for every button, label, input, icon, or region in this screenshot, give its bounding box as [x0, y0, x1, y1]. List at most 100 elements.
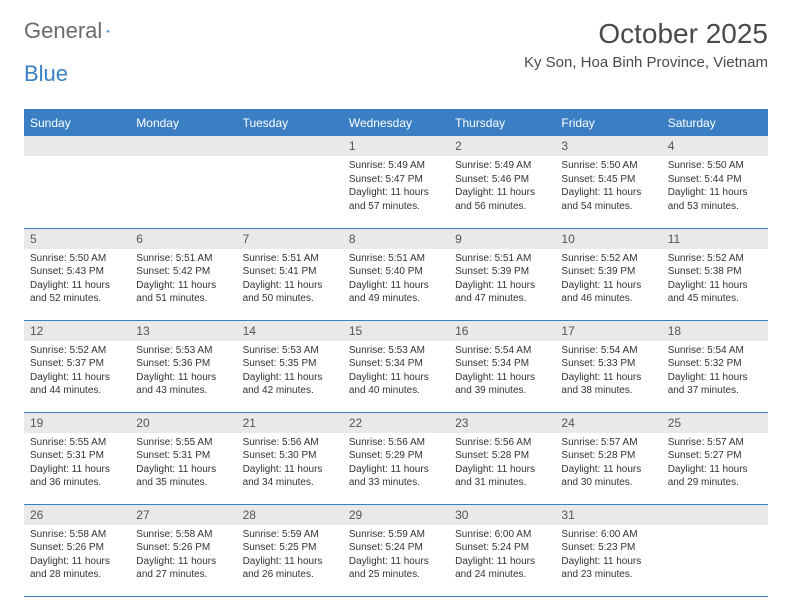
cell-body: Sunrise: 5:52 AMSunset: 5:37 PMDaylight:… — [24, 341, 130, 404]
daylight-line: Daylight: 11 hours and 42 minutes. — [243, 371, 337, 398]
sunset-line: Sunset: 5:44 PM — [668, 173, 762, 187]
sunrise-line: Sunrise: 5:52 AM — [30, 344, 124, 358]
calendar-cell: 11Sunrise: 5:52 AMSunset: 5:38 PMDayligh… — [662, 228, 768, 320]
sunrise-line: Sunrise: 6:00 AM — [455, 528, 549, 542]
cell-body: Sunrise: 5:51 AMSunset: 5:42 PMDaylight:… — [130, 249, 236, 312]
sunset-line: Sunset: 5:28 PM — [455, 449, 549, 463]
cell-body: Sunrise: 5:56 AMSunset: 5:28 PMDaylight:… — [449, 433, 555, 496]
day-number: 25 — [662, 413, 768, 433]
sunrise-line: Sunrise: 5:56 AM — [455, 436, 549, 450]
calendar-cell: 24Sunrise: 5:57 AMSunset: 5:28 PMDayligh… — [555, 412, 661, 504]
calendar-cell: 25Sunrise: 5:57 AMSunset: 5:27 PMDayligh… — [662, 412, 768, 504]
sunset-line: Sunset: 5:47 PM — [349, 173, 443, 187]
calendar-cell: 9Sunrise: 5:51 AMSunset: 5:39 PMDaylight… — [449, 228, 555, 320]
daylight-line: Daylight: 11 hours and 54 minutes. — [561, 186, 655, 213]
calendar-cell: 4Sunrise: 5:50 AMSunset: 5:44 PMDaylight… — [662, 136, 768, 228]
cell-body: Sunrise: 6:00 AMSunset: 5:24 PMDaylight:… — [449, 525, 555, 588]
cell-body: Sunrise: 5:54 AMSunset: 5:32 PMDaylight:… — [662, 341, 768, 404]
day-number: 1 — [343, 136, 449, 156]
sunrise-line: Sunrise: 5:50 AM — [30, 252, 124, 266]
calendar-cell: 6Sunrise: 5:51 AMSunset: 5:42 PMDaylight… — [130, 228, 236, 320]
day-number: 6 — [130, 229, 236, 249]
cell-body: Sunrise: 5:51 AMSunset: 5:40 PMDaylight:… — [343, 249, 449, 312]
sunrise-line: Sunrise: 5:49 AM — [349, 159, 443, 173]
daylight-line: Daylight: 11 hours and 56 minutes. — [455, 186, 549, 213]
logo-sail-icon — [106, 22, 110, 40]
cell-body: Sunrise: 5:54 AMSunset: 5:33 PMDaylight:… — [555, 341, 661, 404]
sunrise-line: Sunrise: 5:54 AM — [561, 344, 655, 358]
day-number: 17 — [555, 321, 661, 341]
sunrise-line: Sunrise: 5:57 AM — [668, 436, 762, 450]
day-number: 23 — [449, 413, 555, 433]
sunrise-line: Sunrise: 5:56 AM — [349, 436, 443, 450]
sunset-line: Sunset: 5:33 PM — [561, 357, 655, 371]
calendar-cell: 12Sunrise: 5:52 AMSunset: 5:37 PMDayligh… — [24, 320, 130, 412]
cell-body: Sunrise: 5:57 AMSunset: 5:27 PMDaylight:… — [662, 433, 768, 496]
calendar-week-row: 26Sunrise: 5:58 AMSunset: 5:26 PMDayligh… — [24, 504, 768, 596]
daylight-line: Daylight: 11 hours and 28 minutes. — [30, 555, 124, 582]
month-title: October 2025 — [524, 18, 768, 50]
day-number — [24, 136, 130, 156]
calendar-week-row: 19Sunrise: 5:55 AMSunset: 5:31 PMDayligh… — [24, 412, 768, 504]
day-number: 21 — [237, 413, 343, 433]
calendar-cell — [237, 136, 343, 228]
daylight-line: Daylight: 11 hours and 39 minutes. — [455, 371, 549, 398]
sunset-line: Sunset: 5:26 PM — [136, 541, 230, 555]
day-header: Wednesday — [343, 110, 449, 137]
sunset-line: Sunset: 5:34 PM — [349, 357, 443, 371]
day-number: 31 — [555, 505, 661, 525]
sunset-line: Sunset: 5:30 PM — [243, 449, 337, 463]
cell-body: Sunrise: 5:56 AMSunset: 5:29 PMDaylight:… — [343, 433, 449, 496]
daylight-line: Daylight: 11 hours and 23 minutes. — [561, 555, 655, 582]
calendar-cell: 1Sunrise: 5:49 AMSunset: 5:47 PMDaylight… — [343, 136, 449, 228]
day-number: 11 — [662, 229, 768, 249]
sunset-line: Sunset: 5:24 PM — [455, 541, 549, 555]
daylight-line: Daylight: 11 hours and 31 minutes. — [455, 463, 549, 490]
daylight-line: Daylight: 11 hours and 38 minutes. — [561, 371, 655, 398]
sunrise-line: Sunrise: 5:50 AM — [561, 159, 655, 173]
cell-body: Sunrise: 5:52 AMSunset: 5:38 PMDaylight:… — [662, 249, 768, 312]
sunrise-line: Sunrise: 5:51 AM — [136, 252, 230, 266]
calendar-cell: 28Sunrise: 5:59 AMSunset: 5:25 PMDayligh… — [237, 504, 343, 596]
day-number: 9 — [449, 229, 555, 249]
daylight-line: Daylight: 11 hours and 46 minutes. — [561, 279, 655, 306]
daylight-line: Daylight: 11 hours and 33 minutes. — [349, 463, 443, 490]
daylight-line: Daylight: 11 hours and 36 minutes. — [30, 463, 124, 490]
day-number: 12 — [24, 321, 130, 341]
day-number: 2 — [449, 136, 555, 156]
daylight-line: Daylight: 11 hours and 45 minutes. — [668, 279, 762, 306]
calendar-cell: 27Sunrise: 5:58 AMSunset: 5:26 PMDayligh… — [130, 504, 236, 596]
sunrise-line: Sunrise: 5:59 AM — [243, 528, 337, 542]
sunset-line: Sunset: 5:28 PM — [561, 449, 655, 463]
sunset-line: Sunset: 5:38 PM — [668, 265, 762, 279]
sunrise-line: Sunrise: 5:51 AM — [243, 252, 337, 266]
calendar-cell: 31 Sunrise: 6:00 AMSunset: 5:23 PMDayligh… — [555, 504, 661, 596]
daylight-line: Daylight: 11 hours and 51 minutes. — [136, 279, 230, 306]
sunrise-line: Sunrise: 5:54 AM — [668, 344, 762, 358]
calendar-cell: 15Sunrise: 5:53 AMSunset: 5:34 PMDayligh… — [343, 320, 449, 412]
cell-body: Sunrise: 5:55 AMSunset: 5:31 PMDaylight:… — [130, 433, 236, 496]
daylight-line: Daylight: 11 hours and 53 minutes. — [668, 186, 762, 213]
sunrise-line: Sunrise: 5:58 AM — [136, 528, 230, 542]
logo-text-2: Blue — [24, 61, 768, 87]
calendar-cell — [662, 504, 768, 596]
sunset-line: Sunset: 5:23 PM — [561, 541, 655, 555]
sunrise-line: Sunrise: 6:00 AM — [561, 528, 655, 542]
calendar-week-row: 1 Sunrise: 5:49 AMSunset: 5:47 PM Daylight… — [24, 136, 768, 228]
day-number: 24 — [555, 413, 661, 433]
daylight-line: Daylight: 11 hours and 26 minutes. — [243, 555, 337, 582]
cell-body: Sunrise: 5:55 AMSunset: 5:31 PMDaylight:… — [24, 433, 130, 496]
daylight-line: Daylight: 11 hours and 24 minutes. — [455, 555, 549, 582]
day-number: 27 — [130, 505, 236, 525]
calendar-cell — [130, 136, 236, 228]
day-number: 10 — [555, 229, 661, 249]
day-number: 28 — [237, 505, 343, 525]
calendar-cell: 19Sunrise: 5:55 AMSunset: 5:31 PMDayligh… — [24, 412, 130, 504]
day-number: 29 — [343, 505, 449, 525]
sunset-line: Sunset: 5:36 PM — [136, 357, 230, 371]
logo-text-1: General — [24, 18, 102, 44]
day-number: 22 — [343, 413, 449, 433]
sunrise-line: Sunrise: 5:54 AM — [455, 344, 549, 358]
sunset-line: Sunset: 5:24 PM — [349, 541, 443, 555]
sunset-line: Sunset: 5:41 PM — [243, 265, 337, 279]
